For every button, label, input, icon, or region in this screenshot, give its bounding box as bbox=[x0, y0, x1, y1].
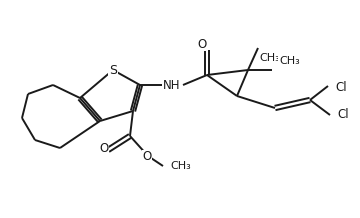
Text: CH₃: CH₃ bbox=[259, 53, 280, 63]
Text: CH₃: CH₃ bbox=[170, 161, 191, 171]
Text: CH₃: CH₃ bbox=[279, 56, 300, 66]
Text: O: O bbox=[99, 143, 109, 155]
Text: Cl: Cl bbox=[337, 107, 348, 121]
Text: S: S bbox=[109, 63, 117, 77]
Text: Cl: Cl bbox=[335, 80, 347, 94]
Text: O: O bbox=[142, 150, 152, 164]
Text: NH: NH bbox=[163, 78, 181, 92]
Text: O: O bbox=[197, 37, 207, 51]
